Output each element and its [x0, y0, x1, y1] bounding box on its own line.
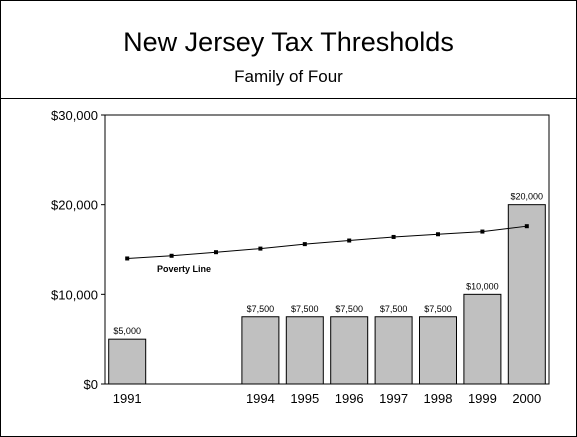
x-tick-label: 1996 [335, 391, 364, 406]
bar [285, 316, 324, 385]
bar-data-label: $5,000 [113, 326, 141, 336]
bar-data-label: $10,000 [466, 281, 499, 291]
poverty-line-label: Poverty Line [157, 264, 211, 274]
poverty-line-series [127, 225, 527, 259]
poverty-line-point [524, 224, 529, 229]
y-tick-label: $20,000 [51, 198, 98, 213]
chart-header: New Jersey Tax Thresholds Family of Four [0, 0, 577, 98]
y-tick-label: $0 [84, 377, 98, 392]
bar [374, 316, 413, 385]
y-tick-label: $10,000 [51, 287, 98, 302]
plot-area [104, 114, 550, 385]
x-tick-label: 1997 [379, 391, 408, 406]
x-tick-label: 1995 [290, 391, 319, 406]
poverty-line-point [258, 246, 263, 251]
bar-data-label: $20,000 [511, 192, 544, 202]
header-divider [0, 98, 577, 99]
bar [330, 316, 369, 385]
bar-data-label: $7,500 [291, 304, 319, 314]
bar [507, 204, 546, 385]
x-tick-label: 1994 [246, 391, 275, 406]
poverty-line-point [347, 238, 352, 243]
bar [463, 293, 502, 385]
x-tick-label: 1999 [468, 391, 497, 406]
x-tick-label: 1991 [113, 391, 142, 406]
poverty-line-point [436, 232, 440, 237]
bar-data-label: $7,500 [247, 304, 275, 314]
bar-data-label: $7,500 [380, 304, 408, 314]
bar [241, 316, 280, 385]
poverty-line-point [480, 229, 485, 234]
chart-subtitle: Family of Four [234, 67, 343, 86]
bar-data-label: $7,500 [424, 304, 452, 314]
poverty-line-point [169, 253, 174, 258]
bar-data-label: $7,500 [335, 304, 363, 314]
poverty-line-point [391, 234, 396, 239]
bar [419, 316, 457, 385]
poverty-line-point [125, 256, 130, 261]
x-tick-label: 1998 [424, 391, 453, 406]
poverty-line-point [214, 250, 218, 255]
bar [108, 338, 147, 385]
x-tick-label: 2000 [512, 391, 541, 406]
chart-title: New Jersey Tax Thresholds [123, 27, 454, 57]
poverty-line-point [302, 242, 307, 247]
y-tick-label: $30,000 [51, 108, 98, 123]
